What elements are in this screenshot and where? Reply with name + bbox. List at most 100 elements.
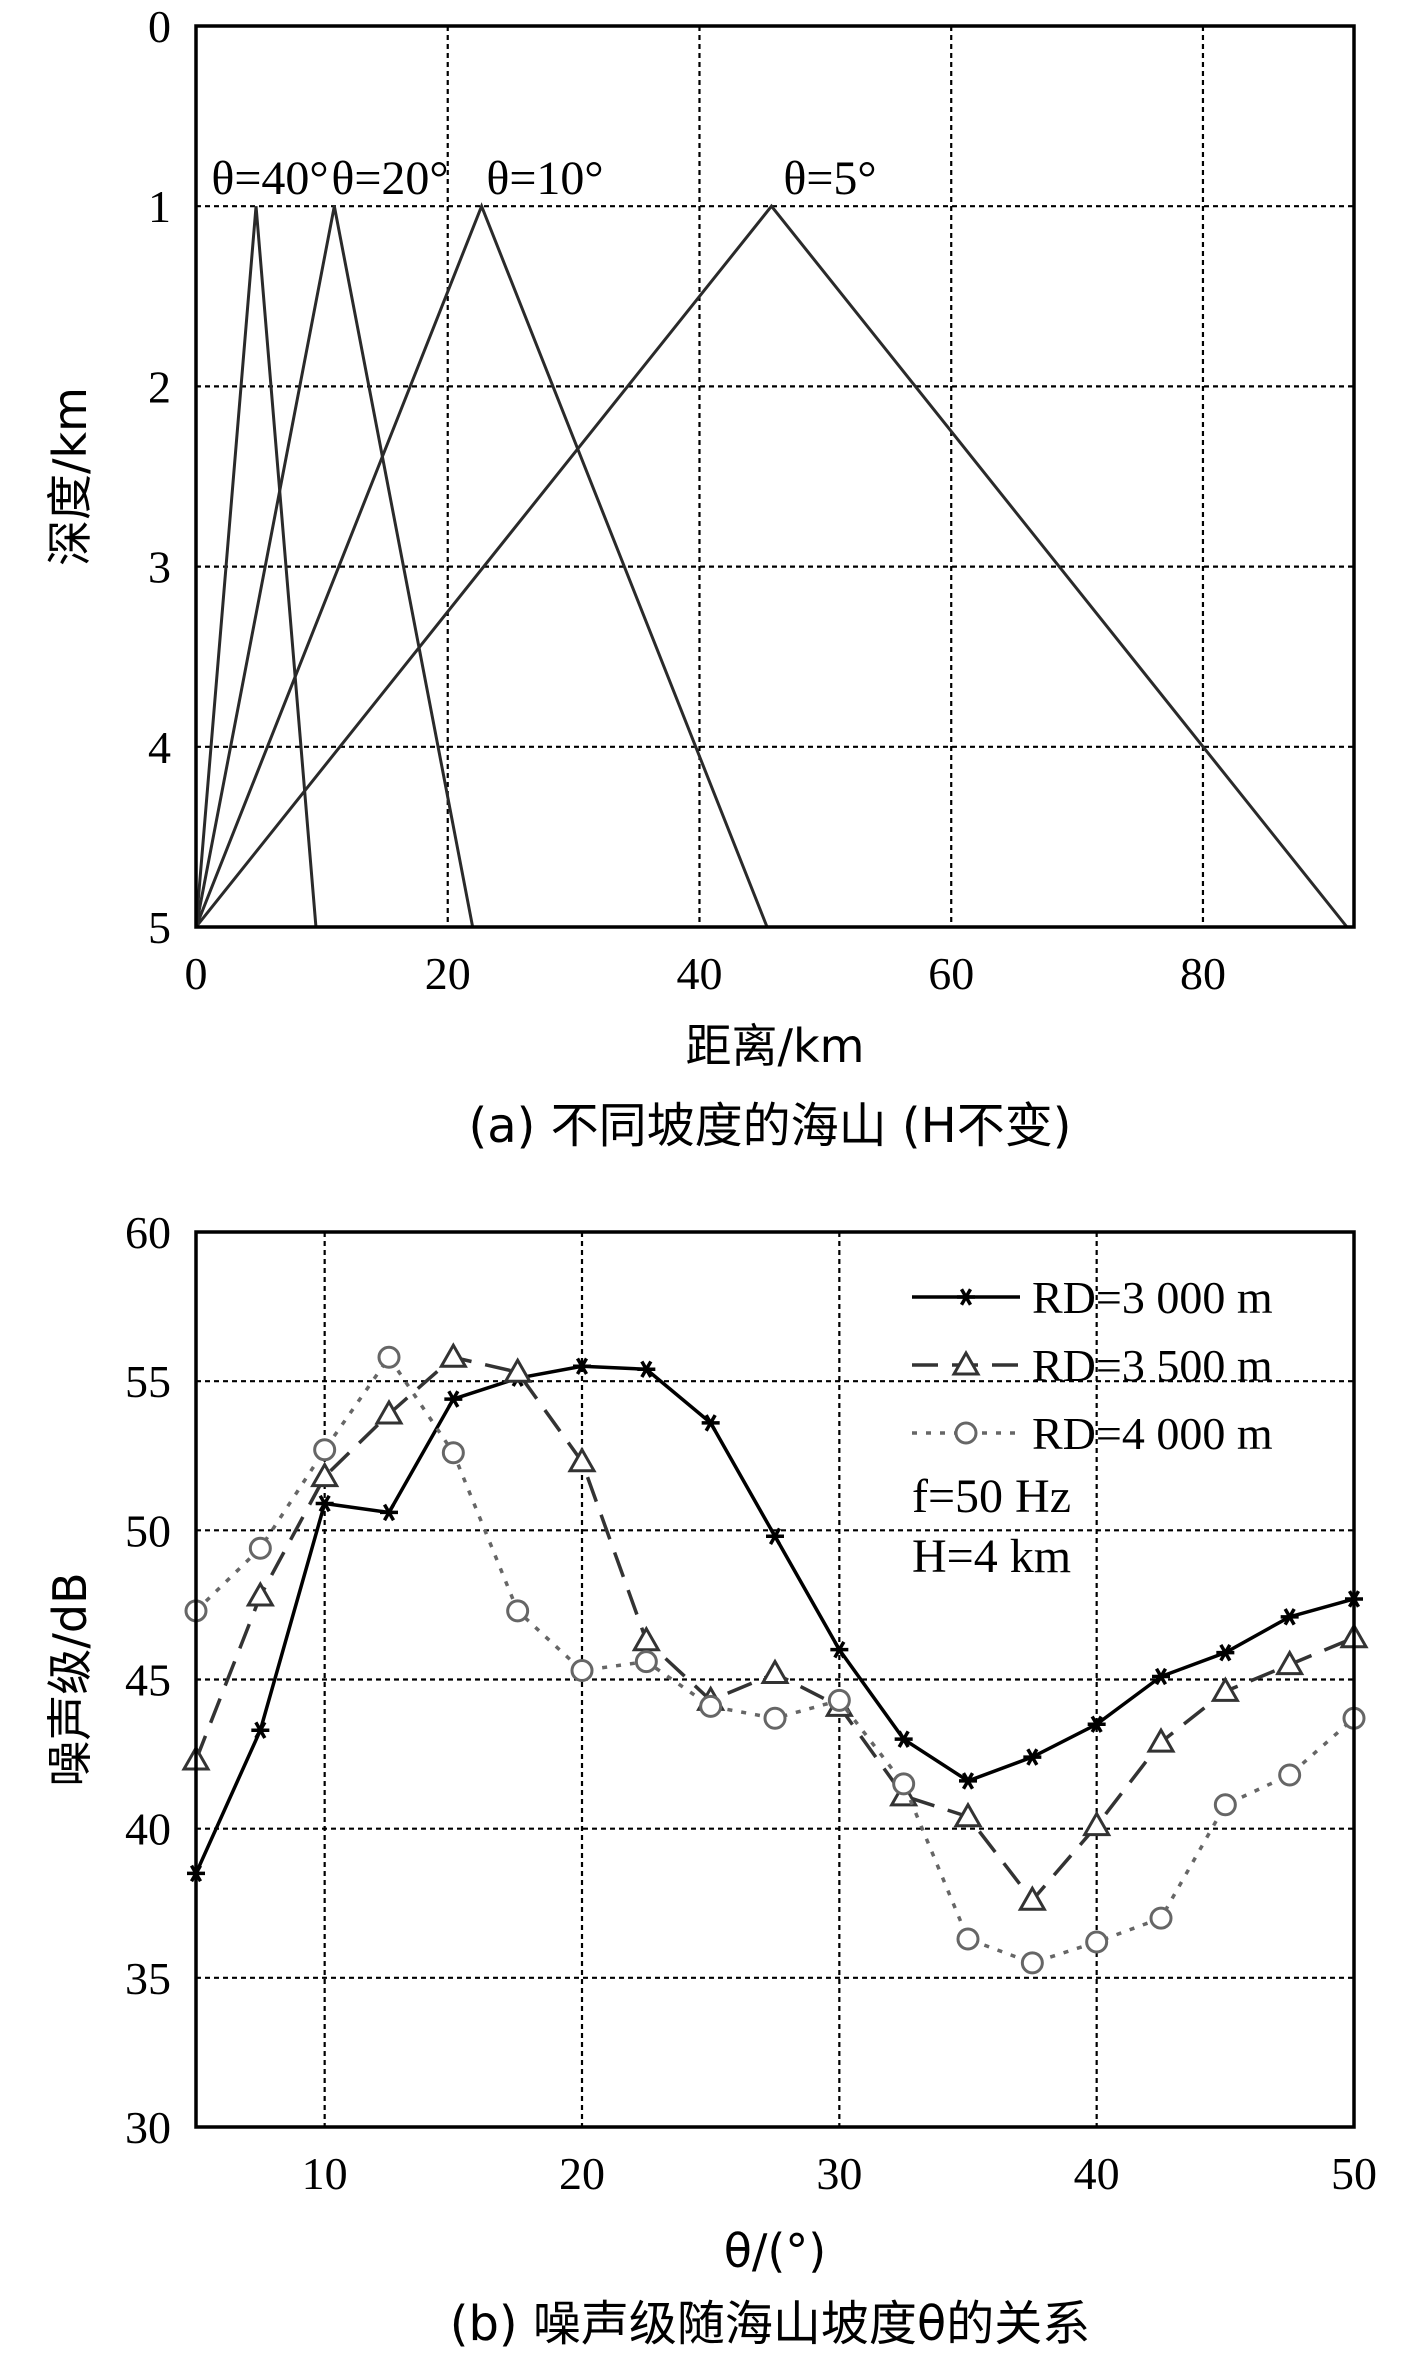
panel-b-star-center [578, 1362, 586, 1370]
panel-b-series [181, 1342, 1369, 1975]
panel-b-data-point [570, 1659, 594, 1683]
panel-b-data-point [956, 1927, 980, 1951]
panel-a-seamount-line [194, 205, 475, 928]
panel-b-data-point [1280, 1608, 1299, 1626]
panel-b-star-center [707, 1419, 715, 1427]
panel-b-legend-marker [951, 1349, 981, 1376]
panel-b-data-point [1017, 1885, 1047, 1911]
panel-b-star-center [449, 1395, 457, 1403]
panel-a-series [194, 202, 1349, 928]
panel-b-data-point [699, 1694, 723, 1718]
panel-b-y-tick-label: 35 [125, 1953, 171, 2004]
panel-a-frame [194, 24, 1356, 929]
panel-a-y-tick-label: 3 [148, 542, 171, 593]
panel-b-data-point [1210, 1676, 1240, 1702]
panel-a-x-tick-label: 0 [185, 948, 208, 999]
panel-a-y-tick-label: 0 [148, 1, 171, 52]
panel-b-star-center [962, 1293, 970, 1301]
panel-b-star-center [900, 1735, 908, 1743]
panel-a-seamount-line [194, 203, 1349, 928]
panel-b-x-tick-label: 20 [559, 2148, 605, 2199]
panel-b-data-point [503, 1357, 533, 1383]
panel-b-data-point [1085, 1930, 1109, 1954]
panel-b-y-tick-label: 50 [125, 1505, 171, 1556]
panel-b-data-point [1082, 1810, 1112, 1837]
panel-a-ticks: 0 20 40 60 80 0 1 2 3 4 5 [148, 1, 1226, 999]
panel-b-data-point [374, 1398, 404, 1425]
panel-b-star-center [642, 1365, 650, 1373]
panel-b-y-tick-label: 45 [125, 1655, 171, 1706]
panel-b-star-center [1221, 1649, 1229, 1657]
panel-b-data-point [441, 1441, 465, 1465]
panel-b-y-tick-label: 30 [125, 2102, 171, 2153]
panel-a-grid [196, 26, 1354, 927]
panel-b-y-tick-label: 55 [125, 1356, 171, 1407]
panel-b-star-center [256, 1726, 264, 1734]
panel-a-y-tick-label: 1 [148, 181, 171, 232]
panel-a-series-label: θ=10° [486, 152, 603, 205]
panel-b-data-point [634, 1650, 658, 1674]
panel-b-data-point [380, 1503, 398, 1522]
panel-b-legend-marker [957, 1288, 975, 1306]
panel-b-x-tick-label: 50 [1331, 2148, 1377, 2199]
panel-b-data-point [573, 1357, 591, 1375]
panel-a-y-axis-label: 深度/km [43, 387, 97, 566]
panel-b-data-point [315, 1494, 334, 1513]
panel-b-data-point [1149, 1906, 1173, 1930]
panel-b-data-point [251, 1721, 270, 1739]
panel-b-data-point [631, 1625, 661, 1652]
panel-b-y-axis-label: 噪声级/dB [43, 1572, 97, 1786]
panel-b-data-point [959, 1772, 977, 1790]
panel-b-x-tick-label: 40 [1074, 2148, 1120, 2199]
panel-b-data-point [637, 1360, 656, 1378]
panel-a-y-tick-label: 4 [148, 722, 171, 773]
panel-b-annotations: f=50 Hz H=4 km [912, 1470, 1071, 1583]
panel-b-star-center [1093, 1720, 1101, 1728]
panel-a-x-tick-label: 40 [676, 948, 722, 999]
panel-b-data-point [313, 1438, 337, 1462]
panel-b-data-point [444, 1390, 463, 1408]
panel-a-y-tick-label: 5 [148, 902, 171, 953]
panel-b-legend-label: RD=4 000 m [1032, 1408, 1273, 1459]
panel-b-star-center [1157, 1673, 1165, 1681]
panel-a-x-tick-label: 80 [1180, 948, 1226, 999]
panel-a-series-label: θ=20° [331, 152, 448, 205]
panel-a-x-axis-label: 距离/km [686, 1019, 865, 1073]
panel-b-annotation: H=4 km [912, 1530, 1071, 1583]
panel-b-data-point [827, 1688, 851, 1712]
panel-b-data-point [701, 1414, 720, 1432]
panel-b-caption: (b) 噪声级随海山坡度θ的关系 [450, 2296, 1091, 2352]
panel-b-star-center [771, 1532, 779, 1540]
panel-a-x-tick-label: 20 [425, 948, 471, 999]
panel-b-star-center [321, 1499, 329, 1507]
panel-b-data-point [377, 1345, 401, 1369]
panel-b-frame [194, 1230, 1356, 2129]
panel-b-data-point [310, 1461, 340, 1488]
panel-b-x-tick-label: 30 [816, 2148, 862, 2199]
panel-a-series-labels: θ=40° θ=20° θ=10° θ=5° [211, 152, 876, 205]
panel-b-data-point [1087, 1715, 1106, 1733]
panel-b-legend: RD=3 000 m RD=3 500 m RD=4 000 m [912, 1272, 1273, 1459]
panel-b-data-point [248, 1536, 272, 1560]
panel-b-data-point [763, 1706, 787, 1730]
panel-b-data-point [1152, 1667, 1170, 1686]
panel-b-data-point [760, 1658, 790, 1685]
panel-a: 0 20 40 60 80 0 1 2 3 4 5 θ=40° θ=20° θ=10° θ=5° 距离/k… [43, 1, 1356, 1154]
panel-b-y-tick-label: 60 [125, 1207, 171, 1258]
panel-b-data-point [892, 1772, 916, 1796]
panel-b-data-point [506, 1599, 530, 1623]
panel-b-data-point [1216, 1643, 1235, 1662]
panel-b-star-center [1028, 1753, 1036, 1761]
panel-b-data-point [1278, 1763, 1302, 1787]
panel-b-data-point [894, 1730, 913, 1748]
panel-a-series-label: θ=40° [211, 152, 328, 205]
panel-b-data-point [438, 1342, 468, 1368]
panel-b-data-point [1146, 1727, 1176, 1753]
panel-a-caption: (a) 不同坡度的海山 (H不变) [469, 1098, 1072, 1154]
panel-b-star-center [964, 1777, 972, 1785]
panel-b-ticks: 10 20 30 40 50 30 35 40 45 50 55 60 [125, 1207, 1377, 2199]
panel-b-data-point [766, 1527, 784, 1545]
panel-b-data-point [1023, 1748, 1042, 1766]
